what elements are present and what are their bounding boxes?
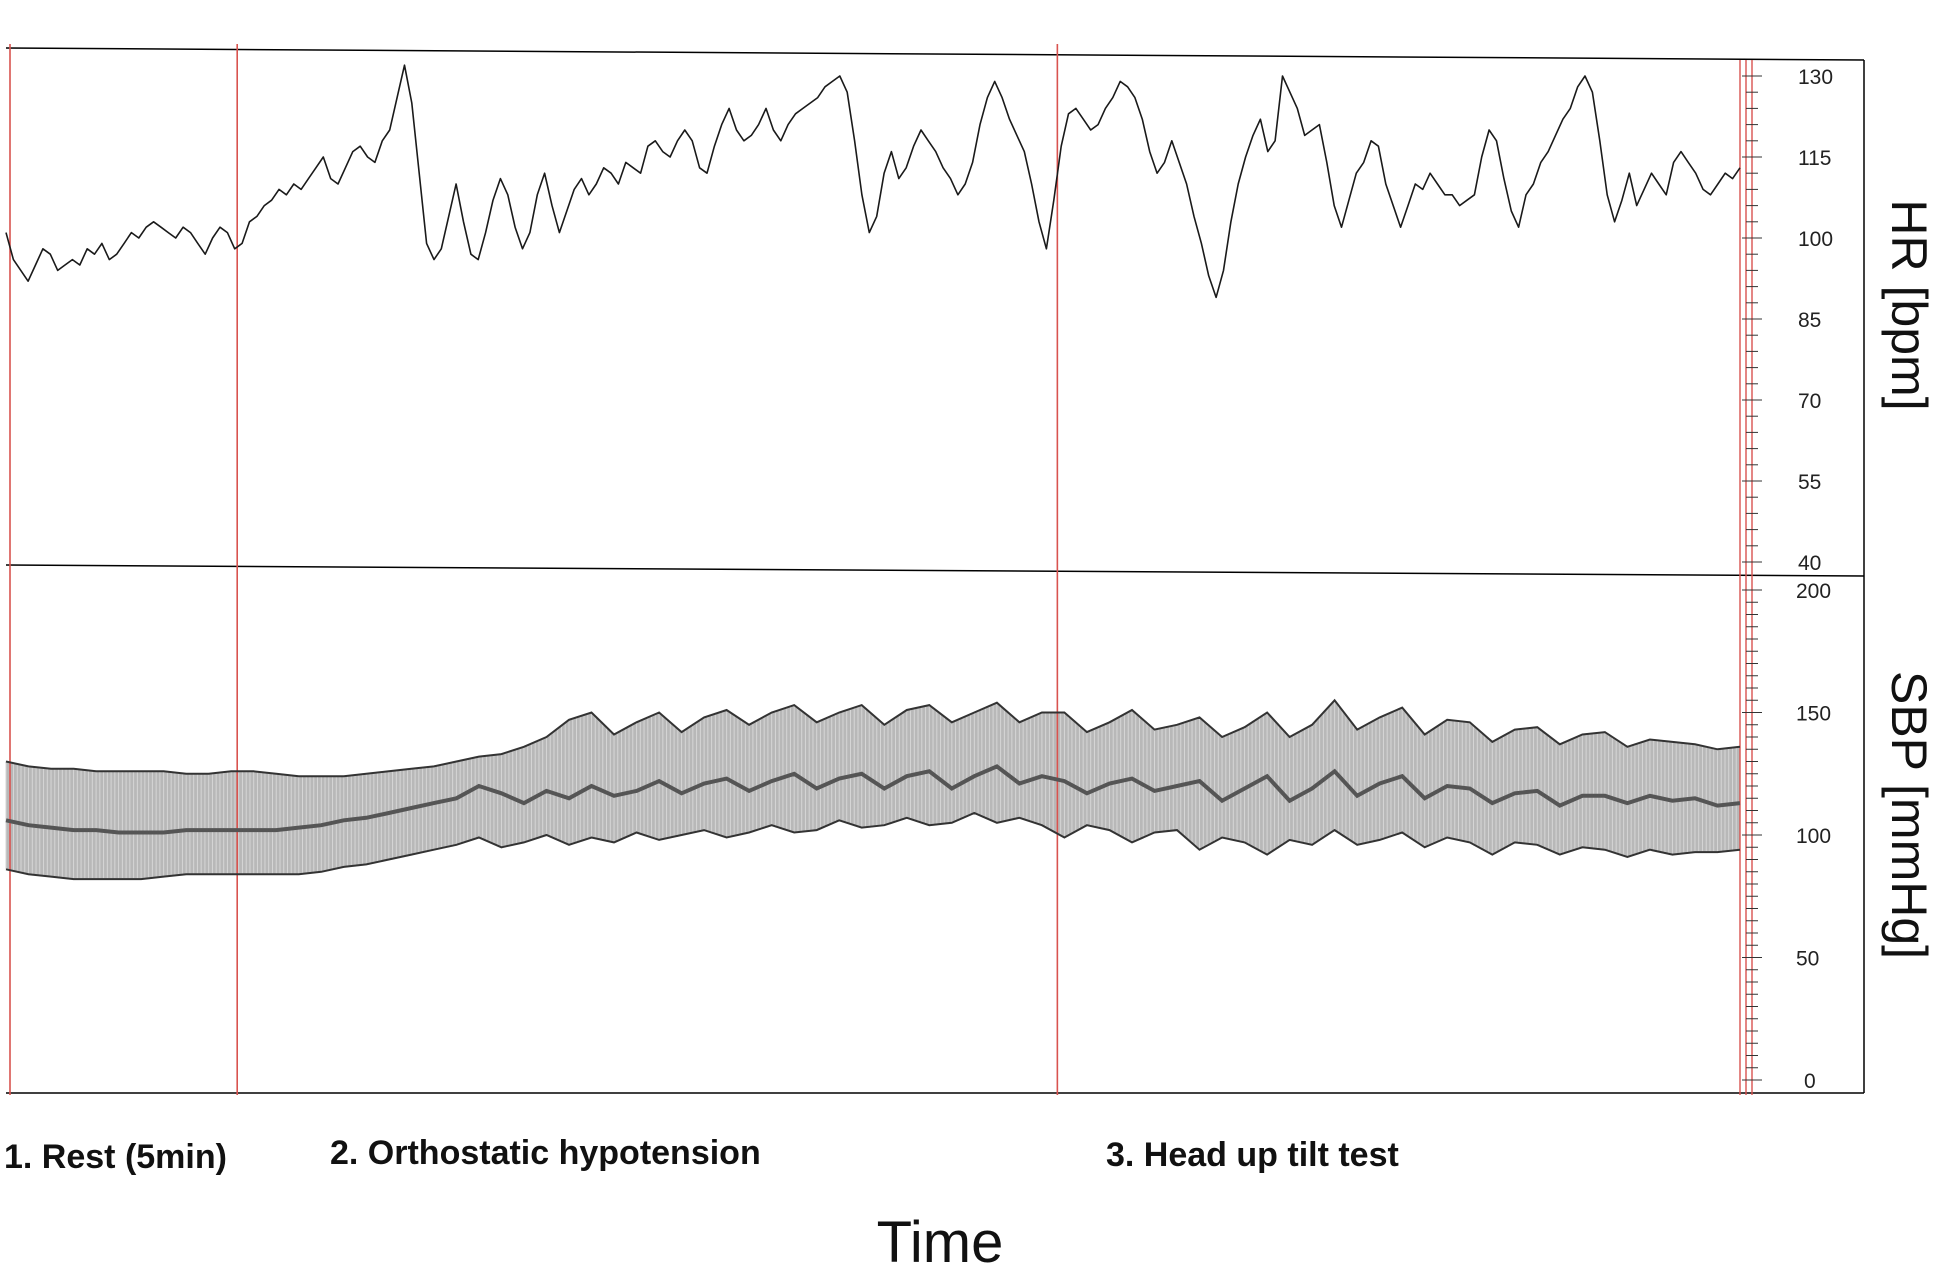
- chart-frame: [5, 47, 1865, 1094]
- hr-tick-label: 85: [1798, 309, 1821, 332]
- hr-tick-label: 100: [1798, 228, 1833, 251]
- hr-tick-label: 115: [1798, 147, 1831, 170]
- phase-markers: [9, 44, 1753, 1095]
- tick-labels: 130 115 100 85 70 55 40 200 150 100 50 0: [1796, 66, 1833, 1093]
- sbp-upper-line: [5, 698, 1741, 778]
- sbp-tick-label: 50: [1796, 948, 1819, 971]
- sbp-mean-line: [5, 764, 1741, 835]
- sbp-tick-label: 100: [1796, 825, 1831, 848]
- phase-label-rest: 1. Rest (5min): [4, 1138, 227, 1176]
- phase-label-orthostatic: 2. Orthostatic hypotension: [330, 1134, 761, 1172]
- hr-axis-label: HR [bpm]: [1881, 199, 1937, 410]
- sbp-tick-label: 0: [1804, 1070, 1816, 1093]
- sbp-tick-label: 200: [1796, 580, 1831, 603]
- sbp-tick-label: 150: [1796, 703, 1831, 726]
- top-panel-top-border: [5, 47, 1865, 61]
- hr-tick-label: 55: [1798, 471, 1821, 494]
- sbp-axis-label: SBP [mmHg]: [1881, 671, 1937, 959]
- traces: [5, 64, 1741, 881]
- hr-tick-label: 40: [1798, 552, 1821, 575]
- sbp-band-layer: [5, 700, 1740, 880]
- hr-tick-label: 70: [1798, 390, 1821, 413]
- sbp-lower-line: [5, 811, 1741, 881]
- tick-rulers: [1742, 75, 1762, 1081]
- hr-line: [5, 64, 1741, 299]
- phase-label-head-up-tilt: 3. Head up tilt test: [1106, 1136, 1399, 1174]
- hr-tick-label: 130: [1798, 66, 1833, 89]
- panel-divider: [5, 564, 1865, 577]
- x-axis-label: Time: [877, 1210, 1004, 1269]
